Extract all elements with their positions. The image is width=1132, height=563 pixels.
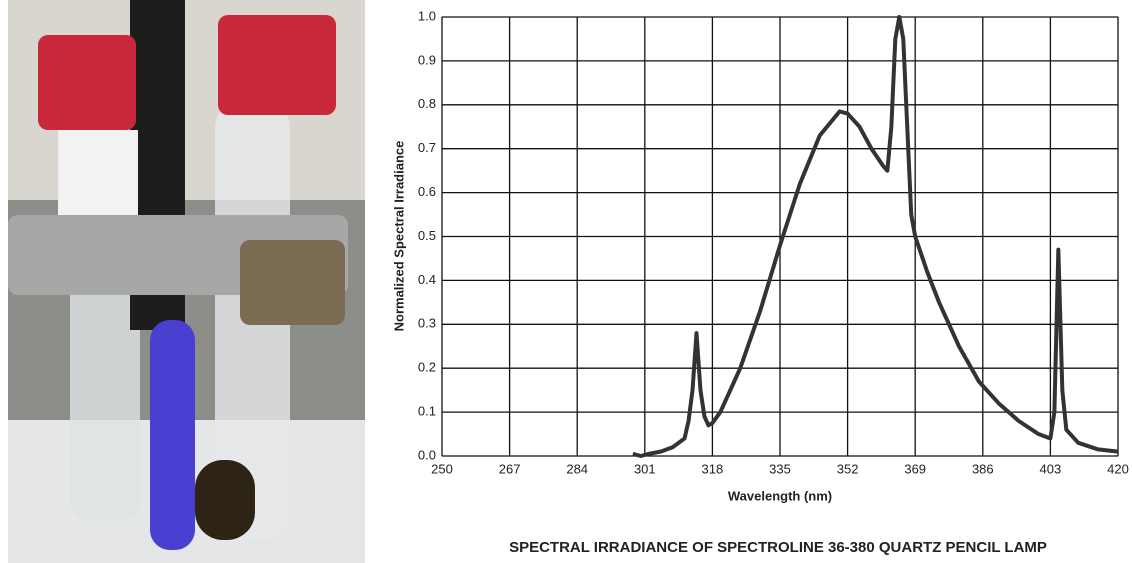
x-tick-label: 352 xyxy=(837,461,859,476)
x-tick-label: 267 xyxy=(499,461,521,476)
y-axis-label: Normalized Spectral Irradiance xyxy=(391,141,406,332)
x-tick-label: 369 xyxy=(904,461,926,476)
y-tick-label: 0.8 xyxy=(418,96,436,111)
y-tick-label: 0.4 xyxy=(418,272,436,287)
y-tick-label: 0.9 xyxy=(418,52,436,67)
x-tick-label: 250 xyxy=(431,461,453,476)
y-tick-label: 0.2 xyxy=(418,360,436,375)
y-tick-label: 0.7 xyxy=(418,140,436,155)
y-tick-label: 0.6 xyxy=(418,184,436,199)
spectrum-line xyxy=(632,15,1119,458)
x-tick-label: 335 xyxy=(769,461,791,476)
caption: SPECTRAL IRRADIANCE OF SPECTROLINE 36-38… xyxy=(509,539,1047,556)
y-tick-label: 1.0 xyxy=(418,8,436,23)
x-tick-label: 420 xyxy=(1107,461,1129,476)
x-tick-label: 301 xyxy=(634,461,656,476)
x-tick-label: 386 xyxy=(972,461,994,476)
x-axis-label: Wavelength (nm) xyxy=(728,488,832,503)
photo xyxy=(8,0,365,563)
y-tick-label: 0.5 xyxy=(418,228,436,243)
y-tick-label: 0.0 xyxy=(418,447,436,462)
y-tick-label: 0.1 xyxy=(418,404,436,419)
y-tick-label: 0.3 xyxy=(418,316,436,331)
x-tick-label: 403 xyxy=(1040,461,1062,476)
x-tick-label: 284 xyxy=(566,461,588,476)
x-tick-label: 318 xyxy=(702,461,724,476)
